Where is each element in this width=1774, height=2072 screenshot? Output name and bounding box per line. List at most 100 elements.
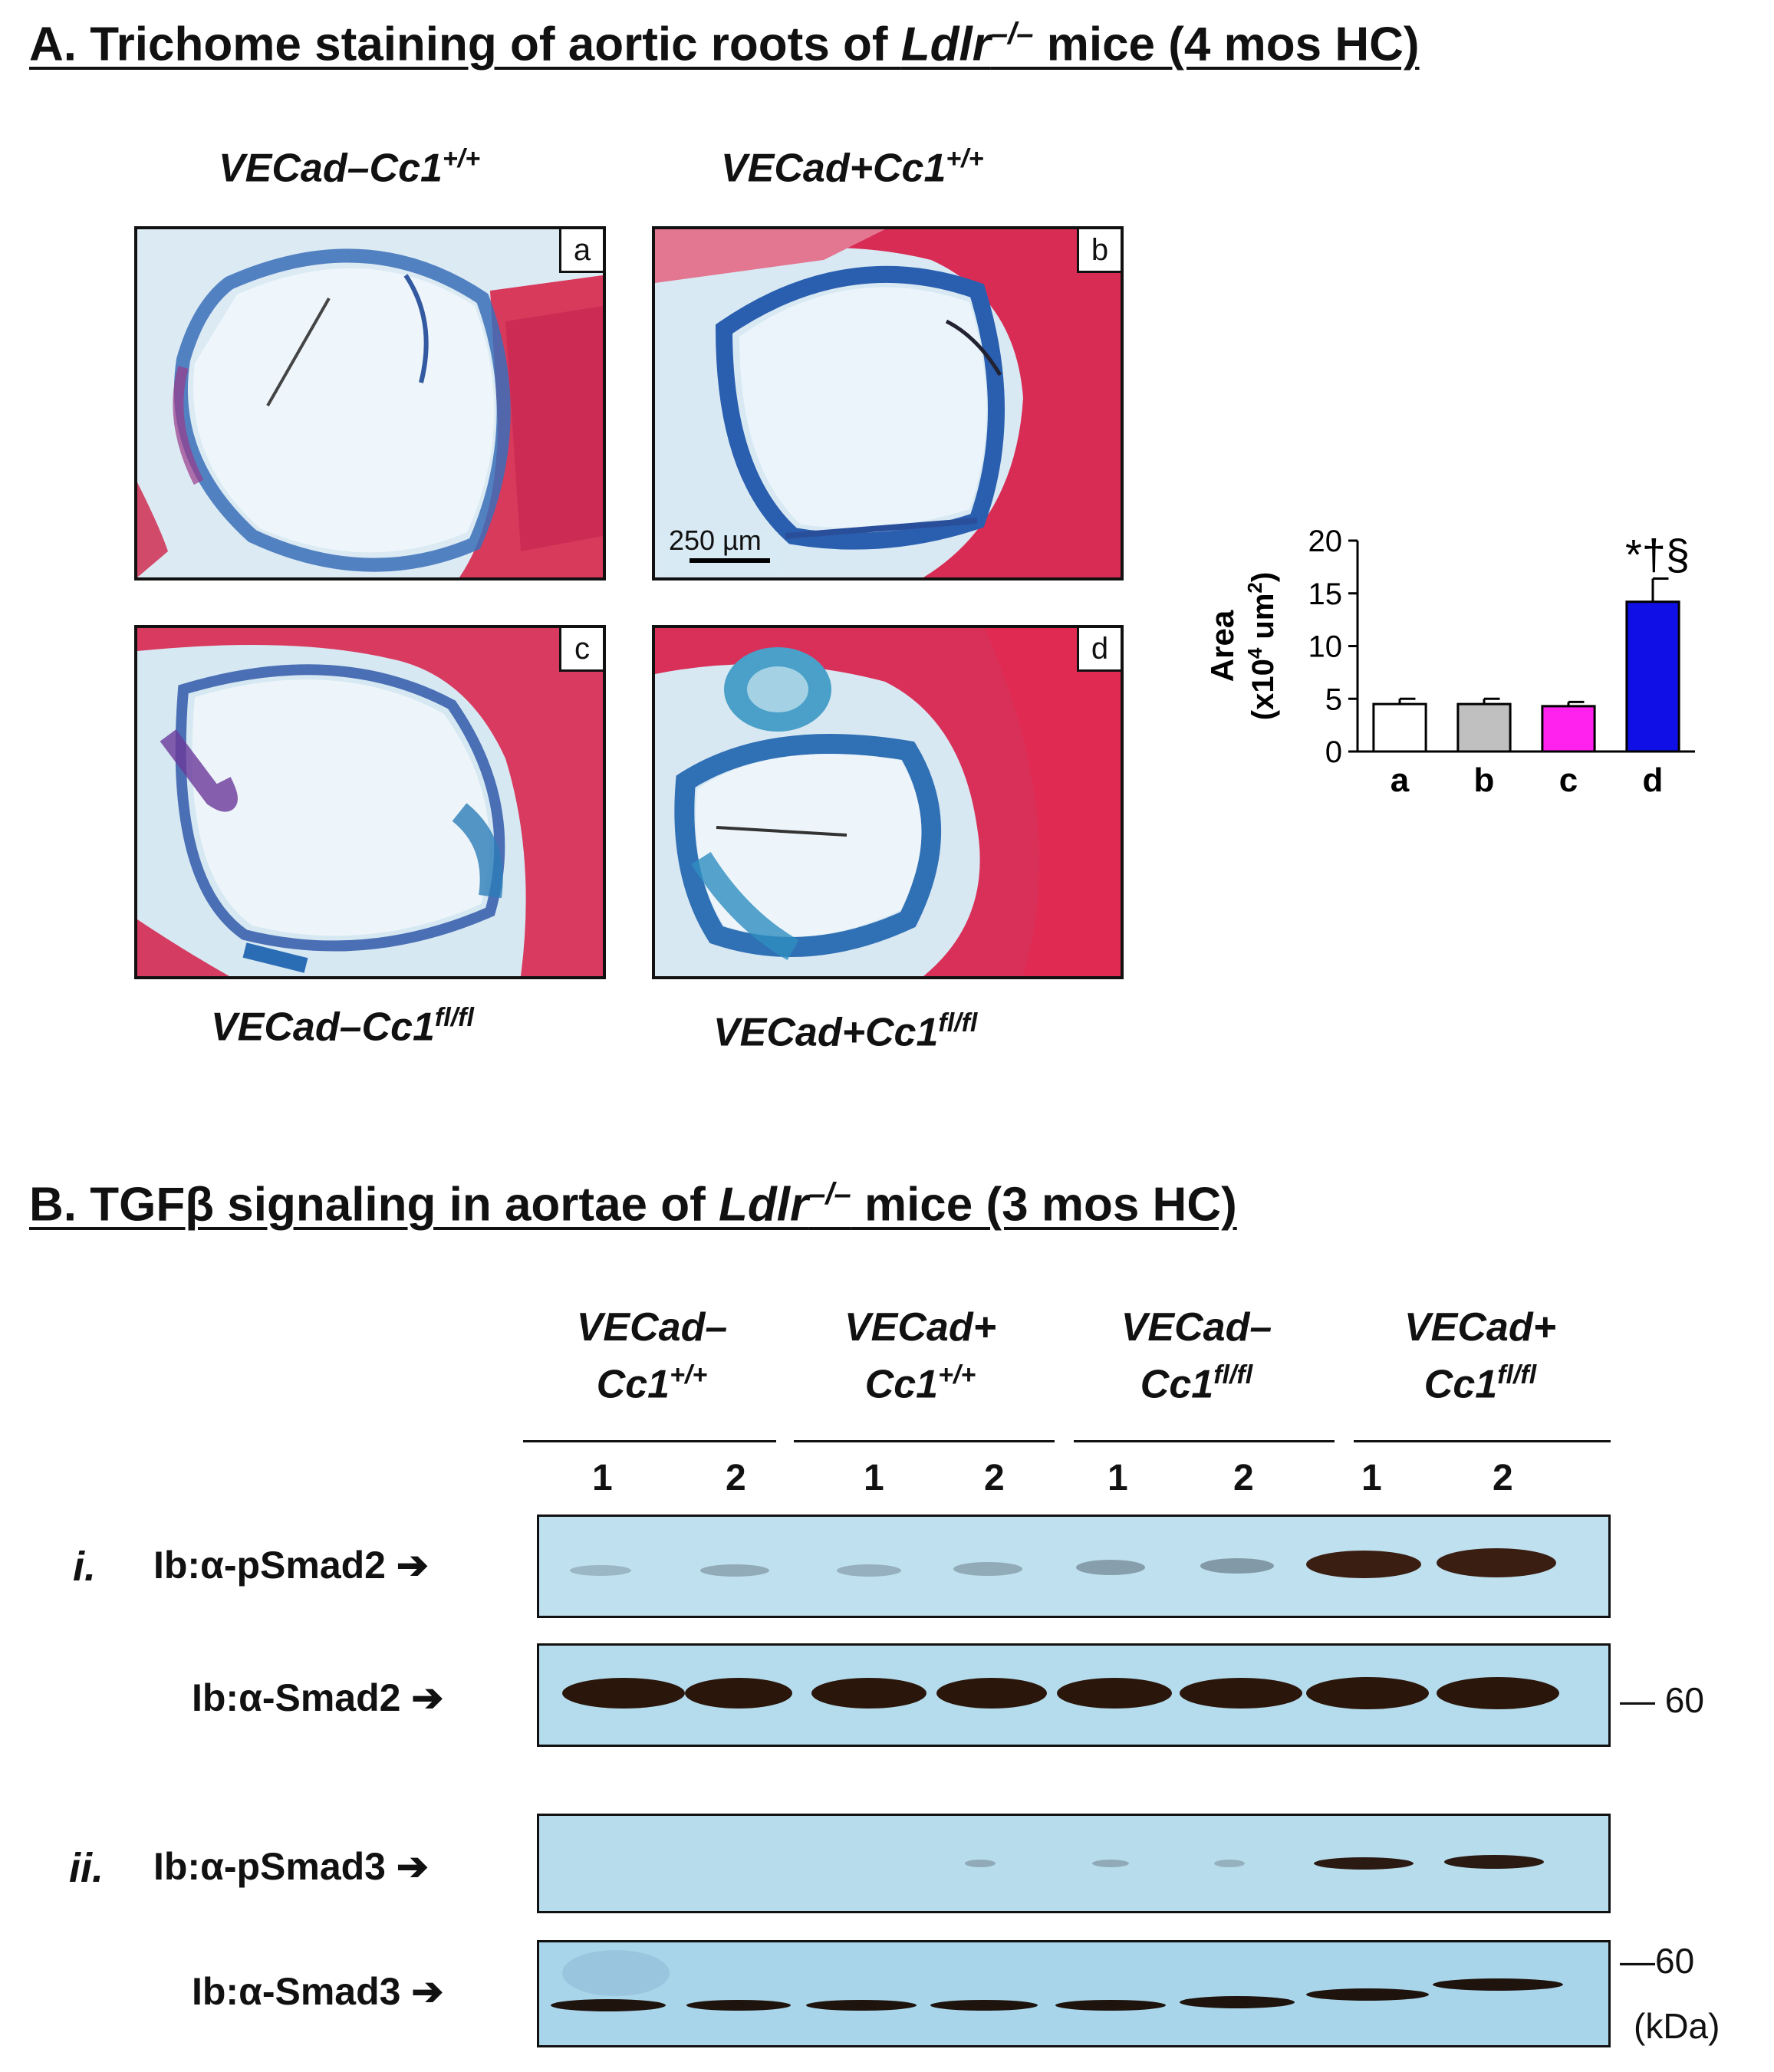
band	[806, 2000, 917, 2011]
x-tick-label: b	[1474, 761, 1495, 799]
lane-number: 1	[592, 1458, 613, 1498]
lane-number: 1	[864, 1458, 884, 1498]
band	[837, 1564, 901, 1577]
histology-image-c	[137, 628, 603, 976]
x-tick-label: c	[1559, 761, 1578, 799]
section-a-title-tail: mice (4 mos HC)	[1033, 18, 1420, 71]
group-underline-3	[1074, 1440, 1335, 1442]
band	[1444, 1855, 1544, 1869]
area-bar-chart: 0 5 10 15 20 Area(x104 um2) a b c d *†§	[1204, 525, 1695, 799]
genotype-label-c: VECad–Cc1fl/fl	[211, 1003, 474, 1050]
bar	[1541, 705, 1596, 753]
lane-number: 1	[1108, 1458, 1128, 1498]
lane-number: 2	[984, 1458, 1005, 1498]
band	[1433, 1978, 1563, 1991]
blot-label-smad3: Ib:α-Smad3 ➔	[192, 1970, 444, 2013]
group-header-4: VECad+ Cc1fl/fl	[1404, 1305, 1556, 1407]
lane-number: 1	[1361, 1458, 1382, 1498]
blot-label-psmad2: Ib:α-pSmad2 ➔	[153, 1544, 429, 1587]
panel-letter-b: b	[1077, 229, 1121, 273]
bar	[1372, 702, 1427, 753]
section-a-gene: Ldlr	[900, 18, 991, 71]
band	[1437, 1548, 1556, 1577]
section-b-gene: Ldlr	[719, 1178, 809, 1232]
blot-psmad3	[537, 1814, 1611, 1913]
section-a-title: A. Trichome staining of aortic roots of …	[29, 17, 1420, 72]
panel-letter-c: c	[559, 628, 603, 672]
bar	[1625, 600, 1680, 753]
panel-letter-a: a	[559, 229, 603, 273]
histology-panel-d: d	[652, 625, 1124, 979]
band	[930, 2000, 1038, 2011]
lane-number: 2	[1493, 1458, 1513, 1498]
band	[965, 1860, 996, 1867]
histology-panel-b: 250 µm b	[652, 226, 1124, 580]
group-underline-4	[1354, 1440, 1611, 1442]
blot-smad3	[537, 1940, 1611, 2047]
genotype-label-d: VECad+Cc1fl/fl	[713, 1008, 978, 1055]
band	[551, 1999, 666, 2011]
group-underline-1	[523, 1440, 776, 1442]
blot-group-i: i.	[73, 1544, 97, 1590]
section-b-title-tail: mice (3 mos HC)	[851, 1178, 1237, 1232]
band	[562, 1678, 685, 1709]
mw-unit-label: (kDa)	[1634, 2006, 1720, 2046]
band	[1437, 1677, 1559, 1709]
blot-group-ii: ii.	[69, 1845, 104, 1891]
significance-annotation: *†§	[1625, 531, 1690, 579]
band	[1214, 1860, 1245, 1867]
band	[1055, 2000, 1166, 2011]
band	[686, 2000, 791, 2011]
band	[570, 1565, 631, 1576]
y-tick-label: 0	[1325, 735, 1342, 769]
histology-panel-a: a	[134, 226, 606, 580]
band	[1180, 1678, 1302, 1709]
histology-image-a	[137, 229, 603, 577]
blot-label-smad2: Ib:α-Smad2 ➔	[192, 1676, 444, 1719]
blot-psmad2	[537, 1515, 1611, 1618]
blot-label-psmad3: Ib:α-pSmad3 ➔	[153, 1845, 429, 1888]
band	[936, 1678, 1047, 1709]
band	[953, 1562, 1022, 1576]
genotype-label-a: VECad–Cc1+/+	[219, 144, 481, 191]
x-tick-label: a	[1391, 761, 1410, 799]
band	[1306, 1988, 1429, 2001]
histology-image-b	[655, 229, 1121, 577]
band	[700, 1564, 769, 1577]
y-tick-label: 10	[1308, 630, 1343, 664]
section-b-title-text: B. TGFβ signaling in aortae of	[29, 1178, 719, 1232]
y-tick-label: 20	[1308, 525, 1343, 558]
group-header-3: VECad– Cc1fl/fl	[1121, 1305, 1272, 1407]
group-underline-2	[794, 1440, 1055, 1442]
section-a-gene-sup: –/–	[990, 17, 1034, 51]
mw-marker-smad3: —60	[1620, 1941, 1695, 1981]
band	[685, 1678, 792, 1709]
section-b-gene-sup: –/–	[808, 1177, 851, 1211]
band	[1200, 1558, 1274, 1574]
lane-number: 2	[726, 1458, 746, 1498]
band	[1092, 1860, 1129, 1867]
y-tick-label: 5	[1325, 682, 1342, 716]
band	[1057, 1678, 1172, 1709]
x-tick-label: d	[1643, 761, 1664, 799]
panel-letter-d: d	[1077, 628, 1121, 672]
scale-bar-label: 250 µm	[669, 525, 762, 556]
section-b-title: B. TGFβ signaling in aortae of Ldlr–/– m…	[29, 1177, 1237, 1232]
histology-panel-c: c	[134, 625, 606, 979]
mw-marker-smad2: — 60	[1620, 1680, 1704, 1720]
genotype-label-b: VECad+Cc1+/+	[721, 144, 984, 191]
band	[1314, 1857, 1414, 1870]
band	[811, 1678, 926, 1709]
y-tick-label: 15	[1308, 577, 1343, 611]
band	[1306, 1677, 1429, 1709]
band	[1076, 1560, 1145, 1575]
band	[1306, 1551, 1421, 1578]
section-a-title-text: A. Trichome staining of aortic roots of	[29, 18, 901, 71]
group-header-2: VECad+ Cc1+/+	[844, 1305, 996, 1407]
y-axis-unit: (x104 um2)	[1243, 572, 1280, 720]
blot-smad2	[537, 1643, 1611, 1747]
histology-image-d	[655, 628, 1121, 976]
bar	[1456, 702, 1512, 753]
y-axis-label: Area	[1204, 610, 1240, 682]
group-header-1: VECad– Cc1+/+	[576, 1305, 728, 1407]
